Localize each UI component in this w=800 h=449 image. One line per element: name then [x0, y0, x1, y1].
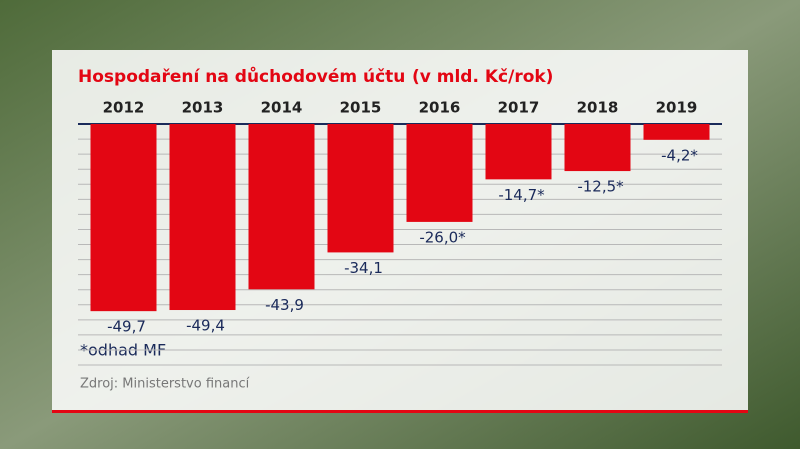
panel-border [52, 410, 748, 413]
value-label: -14,7* [498, 186, 545, 204]
source: Zdroj: Ministerstvo financí [80, 377, 250, 392]
x-tick-label: 2012 [103, 99, 145, 117]
bar [169, 124, 236, 311]
bar [406, 124, 473, 222]
bar [485, 124, 552, 180]
bar [564, 124, 631, 172]
bar [643, 124, 710, 140]
x-tick-label: 2014 [261, 99, 303, 117]
value-label: -49,7 [107, 318, 146, 336]
bar [248, 124, 315, 290]
value-label: -34,1 [344, 259, 383, 277]
chart-title: Hospodaření na důchodovém účtu [78, 65, 405, 87]
value-label: -49,4 [186, 317, 225, 335]
bar [327, 124, 394, 253]
value-label: -43,9 [265, 296, 304, 314]
x-tick-label: 2016 [419, 99, 461, 117]
value-label: -12,5* [577, 178, 624, 196]
x-tick-label: 2019 [656, 99, 698, 117]
bar [90, 124, 157, 312]
value-label: -4,2* [661, 146, 698, 164]
x-tick-label: 2015 [340, 99, 382, 117]
x-tick-label: 2013 [182, 99, 224, 117]
x-tick-label: 2018 [577, 99, 619, 117]
panel [52, 50, 748, 413]
chart-subtitle: (v mld. Kč/rok) [412, 67, 553, 87]
x-tick-label: 2017 [498, 99, 540, 117]
value-label: -26,0* [419, 228, 466, 246]
